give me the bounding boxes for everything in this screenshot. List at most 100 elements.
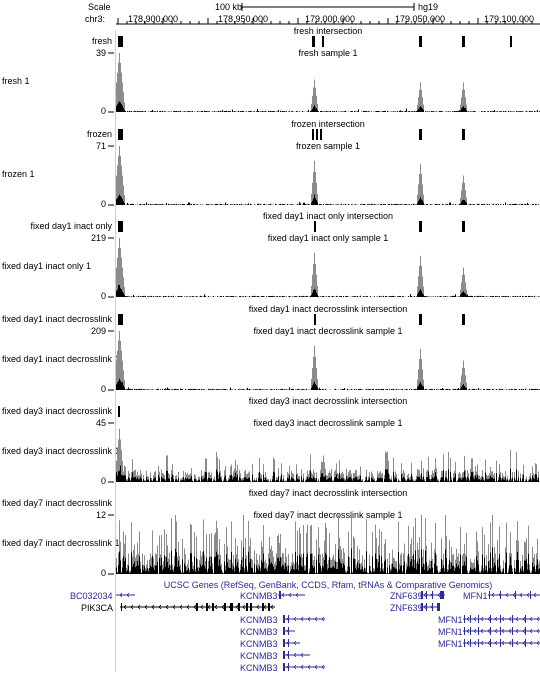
track-sample-title: fixed day3 inact decrosslink sample 1 xyxy=(253,418,403,428)
znf639-gene-exon xyxy=(426,591,427,599)
kcnmb3-gene-6-exon xyxy=(288,663,289,671)
track-intersection-title: fixed day7 inact decrosslink intersectio… xyxy=(248,488,408,498)
track-intersection-title: fixed day3 inact decrosslink intersectio… xyxy=(248,396,408,406)
kcnmb3-gene-3-exon xyxy=(283,627,285,635)
peak-block xyxy=(314,221,316,232)
track-sample-title: fresh sample 1 xyxy=(298,48,358,58)
peak-block xyxy=(314,314,316,325)
pik3ca-gene-strand-arrow xyxy=(200,604,204,610)
kcnmb3-gene-6-strand-arrow xyxy=(321,664,325,670)
track-max-value: 45 xyxy=(95,418,106,428)
kcnmb3-gene-2-strand-arrow xyxy=(300,616,304,622)
mfn1-gene-3-strand-arrow xyxy=(515,628,519,634)
mfn1-gene-4-exon xyxy=(478,639,479,647)
znf639-gene-strand-arrow xyxy=(423,592,427,598)
track-sample-title: fixed day1 inact decrosslink sample 1 xyxy=(253,326,403,336)
track-sample-title: fixed day1 inact only sample 1 xyxy=(267,233,389,243)
track-min-value: 0 xyxy=(100,568,106,578)
gene-label: ZNF639 xyxy=(390,591,423,601)
track-peaks-label: fixed day7 inact decrosslink xyxy=(1,498,112,508)
mfn1-gene-4-exon xyxy=(525,639,526,647)
pik3ca-gene-strand-arrow xyxy=(221,604,225,610)
pik3ca-gene-strand-arrow xyxy=(123,604,127,610)
mfn1-gene-2-strand-arrow xyxy=(501,616,505,622)
kcnmb3-gene-5-strand-arrow xyxy=(293,652,297,658)
ruler-position-4: 179,050,000 xyxy=(395,14,446,24)
peak-block xyxy=(419,36,422,47)
bc032034-gene-strand-arrow xyxy=(126,592,130,598)
gene-label: KCNMB3 xyxy=(240,615,278,625)
peak-block xyxy=(510,36,512,47)
kcnmb3-gene-strand-arrow xyxy=(288,592,292,598)
pik3ca-gene-exon xyxy=(212,603,214,611)
mfn1-gene-2-exon xyxy=(478,615,479,623)
kcnmb3-gene-2-strand-arrow xyxy=(307,616,311,622)
mfn1-gene-3-strand-arrow xyxy=(494,628,498,634)
kcnmb3-gene-6-exon xyxy=(283,663,285,671)
scale-label: Scale xyxy=(88,2,111,12)
mfn1-gene-4-strand-arrow xyxy=(487,640,491,646)
mfn1-gene-2-strand-arrow xyxy=(487,616,491,622)
gene-label: MFN1 xyxy=(438,639,463,649)
mfn1-gene-strand-arrow xyxy=(526,592,530,598)
peak-block xyxy=(462,221,465,232)
track-max-value: 12 xyxy=(95,510,106,520)
mfn1-gene-3-strand-arrow xyxy=(522,628,526,634)
znf639-gene-2-exon xyxy=(421,603,423,611)
peak-block xyxy=(419,314,422,325)
pik3ca-gene-exon xyxy=(268,603,270,611)
peak-block xyxy=(118,129,123,140)
mfn1-gene-2-exon xyxy=(470,615,471,623)
kcnmb3-gene-2-exon xyxy=(283,615,285,623)
track-signal-label: fixed day7 inact decrosslink 1 xyxy=(2,538,120,548)
mfn1-gene-3-strand-arrow xyxy=(487,628,491,634)
pik3ca-gene-strand-arrow xyxy=(186,604,190,610)
pik3ca-gene-strand-arrow xyxy=(179,604,183,610)
bc032034-gene-strand-arrow xyxy=(119,592,123,598)
ruler-position-5: 179,100,000 xyxy=(484,14,535,24)
gene-label: PIK3CA xyxy=(81,603,114,613)
peak-block xyxy=(320,129,322,140)
mfn1-gene-3-exon xyxy=(500,627,501,635)
track-intersection-title: fresh intersection xyxy=(293,26,363,36)
kcnmb3-gene-strand-arrow xyxy=(281,592,285,598)
gene-label: BC032034 xyxy=(70,591,113,601)
peak-block xyxy=(118,314,123,325)
mfn1-gene-2-exon xyxy=(490,615,491,623)
kcnmb3-gene-4-exon xyxy=(283,639,285,647)
znf639-gene-2-exon xyxy=(432,603,433,611)
track-peaks-label: fixed day1 inact only xyxy=(30,221,112,231)
kcnmb3-gene-6-strand-arrow xyxy=(314,664,318,670)
pik3ca-gene-strand-arrow xyxy=(242,604,246,610)
pik3ca-gene-strand-arrow xyxy=(158,604,162,610)
mfn1-gene-3-strand-arrow xyxy=(508,628,512,634)
gene-label: KCNMB3 xyxy=(240,639,278,649)
track-min-value: 0 xyxy=(100,199,106,209)
track-signal-label: frozen 1 xyxy=(2,169,35,179)
gene-label: KCNMB3 xyxy=(240,663,278,673)
pik3ca-gene-strand-arrow xyxy=(130,604,134,610)
mfn1-gene-3-strand-arrow xyxy=(480,628,484,634)
mfn1-gene-exon xyxy=(530,591,531,599)
track-min-value: 0 xyxy=(100,476,106,486)
mfn1-gene-strand-arrow xyxy=(512,592,516,598)
mfn1-gene-4-exon xyxy=(500,639,501,647)
track-intersection-title: fixed day1 inact only intersection xyxy=(262,211,394,221)
pik3ca-gene-exon xyxy=(262,603,264,611)
mfn1-gene-exon xyxy=(489,591,490,599)
kcnmb3-gene-2-strand-arrow xyxy=(321,616,325,622)
pik3ca-gene-exon xyxy=(224,603,226,611)
mfn1-gene-strand-arrow xyxy=(519,592,523,598)
pik3ca-gene-strand-arrow xyxy=(235,604,239,610)
mfn1-gene-4-strand-arrow xyxy=(522,640,526,646)
pik3ca-gene-exon xyxy=(238,603,240,611)
pik3ca-gene-exon xyxy=(246,603,248,611)
mfn1-gene-2-exon xyxy=(500,615,501,623)
peak-block xyxy=(118,221,123,232)
kcnmb3-gene-2-exon xyxy=(288,615,289,623)
pik3ca-gene-strand-arrow xyxy=(214,604,218,610)
mfn1-gene-exon xyxy=(500,591,501,599)
gene-label: KCNMB3 xyxy=(240,591,278,601)
chrom-label: chr3: xyxy=(85,14,106,24)
